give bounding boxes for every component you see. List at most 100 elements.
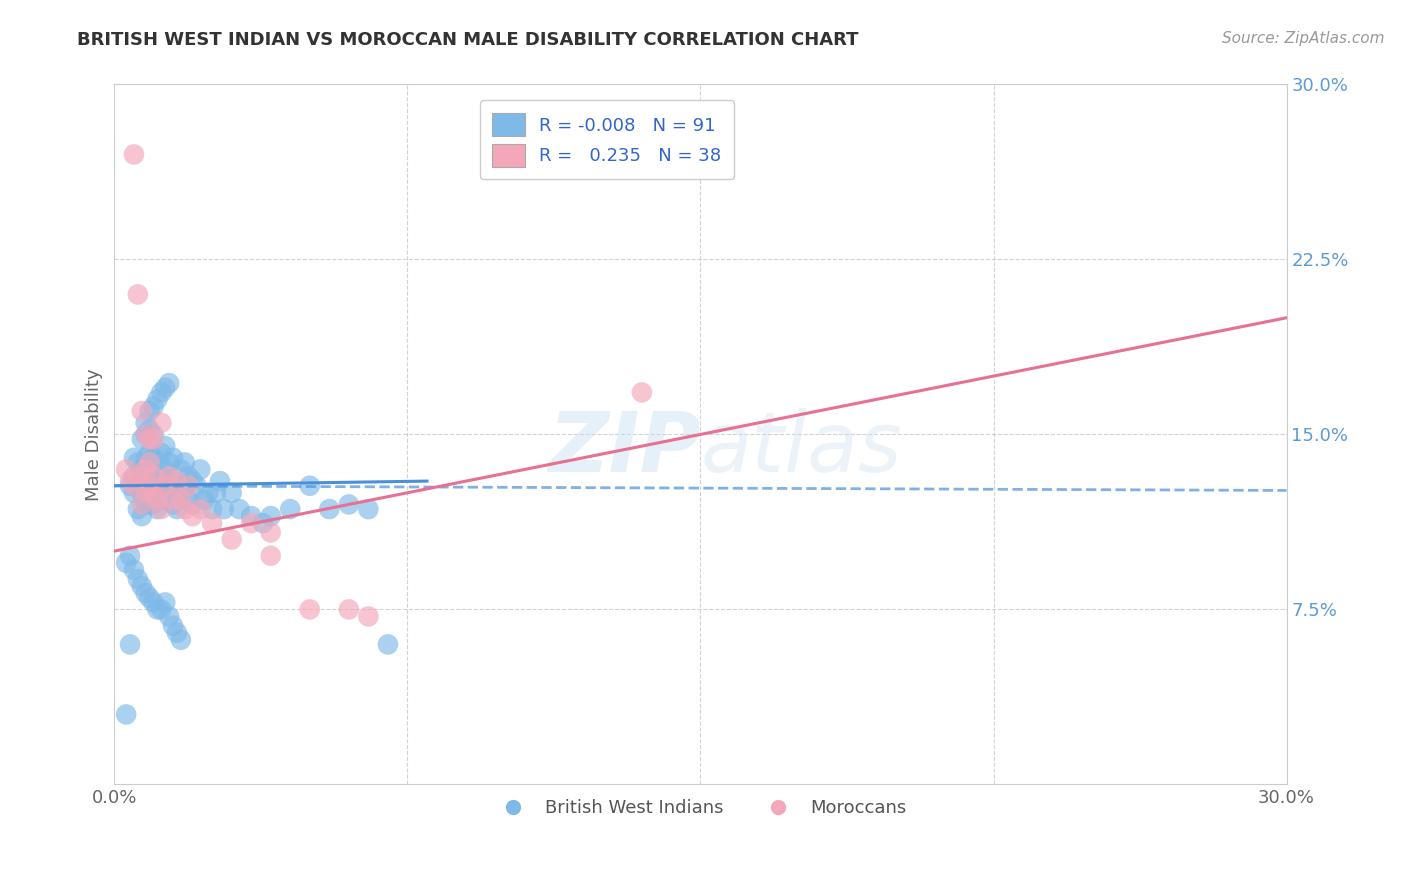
Point (150, 492, 173, 507)
Point (146, 602, 169, 616)
Point (166, 479, 188, 493)
Point (155, 381, 177, 395)
Point (240, 516, 263, 530)
Point (138, 423, 160, 437)
Point (118, 549, 141, 563)
Point (221, 485, 243, 500)
Point (170, 492, 193, 507)
Point (155, 479, 177, 493)
Point (115, 707, 138, 722)
Point (142, 498, 165, 512)
Point (157, 455, 180, 469)
Point (115, 462, 138, 476)
Point (115, 556, 138, 570)
Point (135, 586, 157, 600)
Point (631, 385, 654, 400)
Point (155, 595, 177, 609)
Point (142, 474, 165, 488)
Point (118, 637, 141, 651)
Point (127, 572, 149, 586)
Point (162, 474, 184, 488)
Point (135, 427, 157, 442)
Point (181, 474, 204, 488)
Point (131, 509, 153, 524)
Point (142, 432, 165, 446)
Point (201, 502, 224, 516)
Point (170, 632, 193, 647)
Point (298, 602, 321, 616)
Point (228, 502, 250, 516)
Point (142, 427, 165, 442)
Point (170, 485, 193, 500)
Point (122, 479, 145, 493)
Point (357, 502, 380, 516)
Point (142, 595, 165, 609)
Point (138, 404, 160, 418)
Point (135, 427, 157, 442)
Text: ZIP: ZIP (548, 408, 700, 489)
Point (173, 479, 195, 493)
Point (173, 455, 195, 469)
Point (122, 485, 145, 500)
Point (135, 450, 157, 465)
Point (186, 479, 208, 493)
Point (146, 492, 169, 507)
Point (155, 485, 177, 500)
Point (193, 492, 215, 507)
Point (240, 509, 263, 524)
Point (162, 498, 184, 512)
Point (252, 516, 274, 530)
Point (155, 439, 177, 453)
Point (150, 416, 173, 430)
Point (157, 609, 180, 624)
Point (127, 479, 149, 493)
Point (190, 462, 212, 476)
Point (138, 446, 160, 460)
Point (298, 479, 321, 493)
Point (260, 549, 283, 563)
Point (170, 462, 193, 476)
Point (337, 498, 360, 512)
Point (150, 469, 173, 483)
Point (150, 446, 173, 460)
Point (157, 376, 180, 390)
Point (197, 485, 219, 500)
Point (166, 502, 188, 516)
Point (150, 602, 173, 616)
Point (278, 502, 301, 516)
Point (166, 474, 188, 488)
Point (127, 502, 149, 516)
Point (131, 485, 153, 500)
Point (177, 492, 200, 507)
Point (166, 625, 188, 640)
Point (135, 498, 157, 512)
Text: atlas: atlas (700, 408, 903, 489)
Point (208, 474, 231, 488)
Text: BRITISH WEST INDIAN VS MOROCCAN MALE DISABILITY CORRELATION CHART: BRITISH WEST INDIAN VS MOROCCAN MALE DIS… (77, 31, 859, 49)
Point (173, 502, 195, 516)
Point (138, 492, 160, 507)
Point (122, 563, 145, 577)
Point (127, 455, 149, 469)
Point (337, 602, 360, 616)
Point (131, 462, 153, 476)
Point (205, 485, 228, 500)
Point (118, 474, 141, 488)
Point (118, 479, 141, 493)
Point (142, 469, 165, 483)
Point (142, 485, 165, 500)
Point (181, 498, 204, 512)
Point (157, 469, 180, 483)
Point (221, 533, 243, 547)
Point (146, 392, 169, 407)
Point (142, 400, 165, 414)
Point (260, 509, 283, 524)
Point (162, 450, 184, 465)
Point (127, 469, 149, 483)
Point (146, 502, 169, 516)
Point (212, 502, 235, 516)
Point (181, 509, 204, 524)
Point (131, 498, 153, 512)
Point (157, 479, 180, 493)
Point (190, 502, 212, 516)
